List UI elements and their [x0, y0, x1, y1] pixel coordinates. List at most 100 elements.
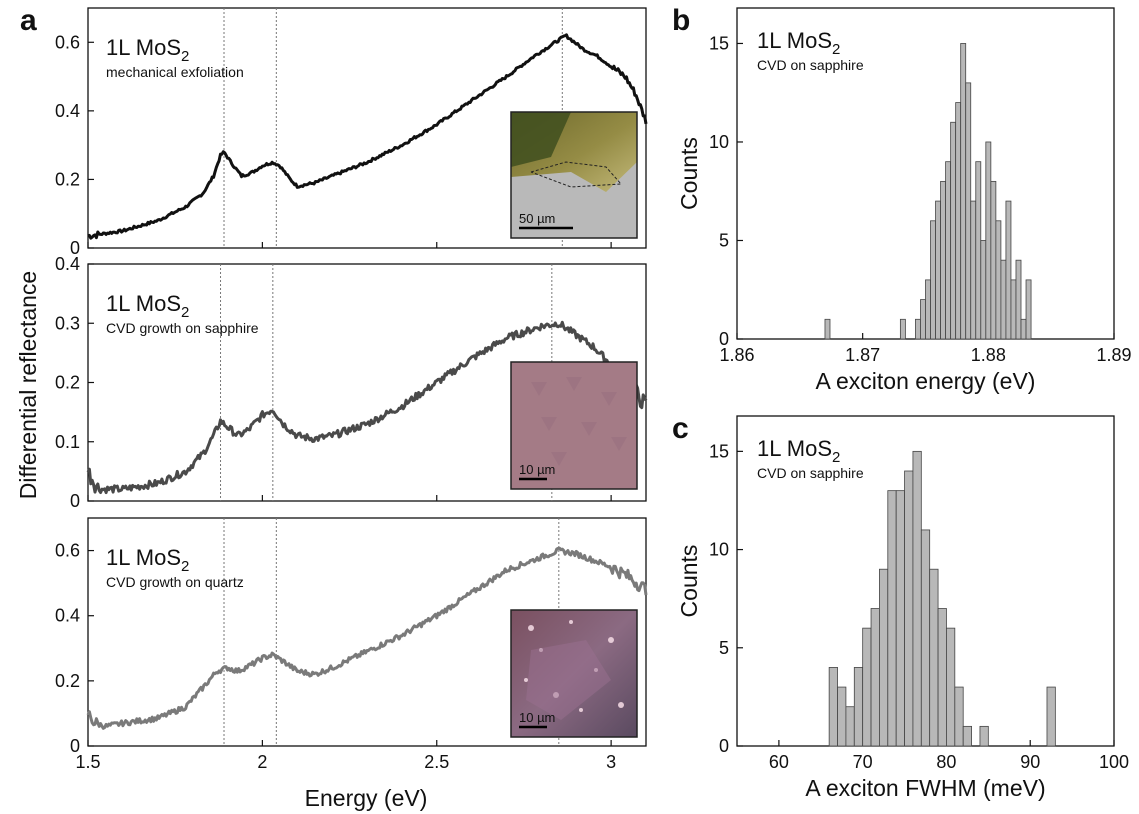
c-xtick-label: 90	[1020, 752, 1040, 772]
b-histogram-bar	[899, 318, 906, 340]
panel-label-a: a	[20, 4, 37, 37]
c-histogram-bar	[887, 490, 897, 747]
a3-ytick-label: 0.6	[55, 541, 80, 561]
b-histogram-bar	[920, 299, 926, 340]
b-sample-detail: CVD on sapphire	[757, 57, 864, 73]
c-ytick-label: 5	[719, 638, 729, 658]
c-histogram-bar	[954, 686, 964, 747]
c-ytick-label: 10	[709, 540, 729, 560]
a1-ytick-label: 0.6	[55, 32, 80, 52]
a3-xtick-label: 2.5	[424, 752, 449, 772]
b-histogram-bar	[824, 318, 831, 340]
b-ytick-label: 0	[719, 329, 729, 349]
a-y-axis-label: Differential reflectance	[15, 271, 41, 499]
b-x-axis-label: A exciton energy (eV)	[816, 368, 1036, 394]
b-xtick-label: 1.88	[971, 345, 1006, 365]
b-histogram-bar	[980, 240, 987, 340]
c-histogram-bar	[828, 667, 838, 747]
b-sample-label: 1L MoS2	[757, 28, 840, 58]
a1-frame	[87, 7, 647, 249]
c-xtick-label: 100	[1099, 752, 1129, 772]
c-sample-detail: CVD on sapphire	[757, 465, 864, 481]
b-histogram-bar	[995, 220, 1002, 340]
b-y-axis-label: Counts	[676, 137, 702, 210]
b-histogram-bar	[985, 141, 992, 340]
a3-spectrum-line	[86, 546, 648, 730]
b-xtick-label: 1.89	[1096, 345, 1131, 365]
a3-frame	[87, 517, 647, 747]
b-histogram-bar	[960, 43, 967, 340]
c-x-axis-label: A exciton FWHM (meV)	[805, 775, 1045, 801]
panel-label-c: c	[672, 412, 689, 445]
c-histogram-bar	[920, 529, 931, 747]
a3-sample-detail: CVD growth on quartz	[106, 574, 244, 590]
a1-sample-detail: mechanical exfoliation	[106, 64, 244, 80]
c-ytick-label: 0	[719, 736, 729, 756]
b-xtick-label: 1.87	[845, 345, 880, 365]
a2-scale-label: 10 µm	[519, 462, 555, 477]
b-ytick-label: 5	[719, 230, 729, 250]
c-histogram-bar	[912, 450, 922, 747]
c-histogram-bar	[845, 706, 855, 747]
b-histogram-bar	[925, 279, 931, 340]
a1-ytick-label: 0.4	[55, 101, 80, 121]
c-histogram-bar	[979, 725, 989, 747]
b-histogram-bar	[955, 102, 962, 340]
b-histogram-bar	[1010, 279, 1017, 340]
b-histogram-bar	[975, 161, 982, 340]
b-histogram-bar	[990, 180, 997, 340]
a3-ytick-label: 0.2	[55, 671, 80, 691]
a3-sample-label: 1L MoS2	[106, 545, 189, 575]
b-histogram-bar	[950, 121, 957, 340]
b-histogram-bar	[915, 318, 921, 340]
b-histogram-bar	[965, 82, 972, 340]
c-histogram-bar	[946, 627, 956, 747]
a3-xtick-label: 2	[257, 752, 267, 772]
c-histogram-bar	[1046, 686, 1056, 747]
a3-ytick-label: 0.4	[55, 606, 80, 626]
b-histogram-bar	[940, 180, 947, 340]
b-histogram-bar	[970, 200, 977, 340]
b-histogram-bar	[930, 220, 936, 340]
a3-micrograph-inset: 10 µm	[510, 609, 638, 738]
c-histogram-bar	[904, 470, 914, 747]
a1-sample-label: 1L MoS2	[106, 35, 189, 65]
a2-sample-label: 1L MoS2	[106, 291, 189, 321]
a2-sample-detail: CVD growth on sapphire	[106, 320, 259, 336]
a2-ytick-label: 0.1	[55, 432, 80, 452]
a1-scale-label: 50 µm	[519, 211, 555, 226]
b-histogram-bar	[1020, 318, 1027, 340]
b-ytick-label: 15	[709, 33, 729, 53]
b-histogram-bar	[1000, 259, 1007, 340]
c-histogram-bar	[853, 667, 864, 747]
b-histogram-bar	[945, 161, 952, 340]
c-histogram-bar	[837, 686, 847, 747]
a1-ytick-label: 0	[70, 238, 80, 258]
a2-micrograph-inset: 10 µm	[510, 361, 638, 490]
a2-ytick-label: 0	[70, 491, 80, 511]
a3-xtick-label: 1.5	[75, 752, 100, 772]
a2-ytick-label: 0.4	[55, 254, 80, 274]
c-histogram-bar	[929, 568, 939, 747]
c-histogram-bar	[962, 725, 972, 747]
b-histogram-bar	[1025, 279, 1032, 340]
b-ytick-label: 10	[709, 132, 729, 152]
a2-spectrum-line	[86, 320, 648, 495]
a1-micrograph-inset: 50 µm	[510, 111, 638, 239]
b-histogram-bar	[1005, 200, 1012, 340]
a3-xtick-label: 3	[606, 752, 616, 772]
a1-ytick-label: 0.2	[55, 169, 80, 189]
a1-spectrum-line	[87, 33, 648, 240]
panel-label-b: b	[672, 4, 690, 37]
a2-ytick-label: 0.2	[55, 373, 80, 393]
c-xtick-label: 70	[853, 752, 873, 772]
c-histogram-bar	[895, 490, 905, 747]
a3-ytick-label: 0	[70, 736, 80, 756]
c-y-axis-label: Counts	[676, 545, 702, 618]
c-histogram-bar	[862, 627, 872, 747]
c-histogram-bar	[879, 568, 889, 747]
a3-scale-label: 10 µm	[519, 710, 555, 725]
a-x-axis-label: Energy (eV)	[305, 785, 428, 811]
b-xtick-label: 1.86	[719, 345, 754, 365]
